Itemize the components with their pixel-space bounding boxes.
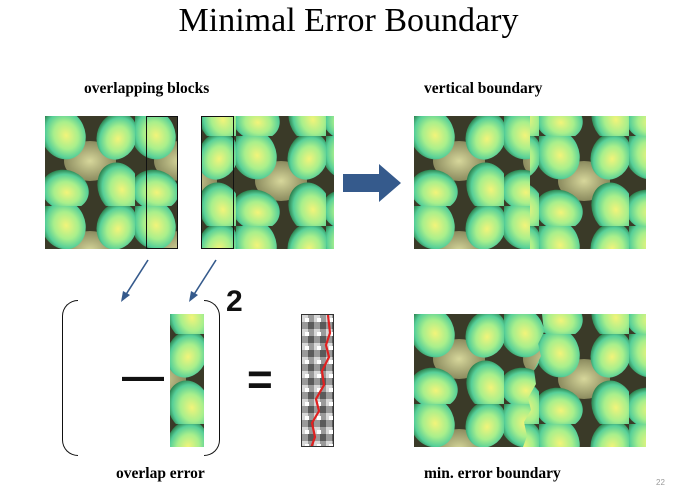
minus-sign: — — [122, 352, 164, 399]
vertical-boundary-image — [414, 116, 646, 249]
right-arrow-icon — [343, 164, 401, 202]
slide-title: Minimal Error Boundary — [178, 2, 519, 39]
overlap-region-left-rect — [146, 116, 178, 249]
overlap-region-right-rect — [201, 116, 234, 249]
arrow-down-left-icon — [121, 259, 149, 302]
overlapping-blocks-label: overlapping blocks — [84, 80, 210, 97]
min-error-boundary-image — [414, 314, 646, 447]
arrow-down-left-icon-2 — [189, 259, 217, 302]
overlap-strip-left — [82, 314, 116, 447]
page-number: 22 — [656, 478, 665, 487]
error-surface-image — [301, 314, 334, 447]
min-error-boundary-label: min. error boundary — [424, 465, 561, 482]
min-error-path — [310, 315, 332, 446]
right-bracket — [204, 300, 220, 456]
overlap-strip-right — [170, 314, 204, 447]
left-bracket — [62, 300, 78, 456]
vertical-boundary-label: vertical boundary — [424, 80, 543, 97]
overlapping-block-left — [45, 116, 178, 249]
equals-sign: = — [247, 355, 273, 404]
overlapping-block-right — [201, 116, 334, 249]
exponent-two: 2 — [226, 285, 243, 318]
overlap-error-label: overlap error — [116, 465, 205, 482]
